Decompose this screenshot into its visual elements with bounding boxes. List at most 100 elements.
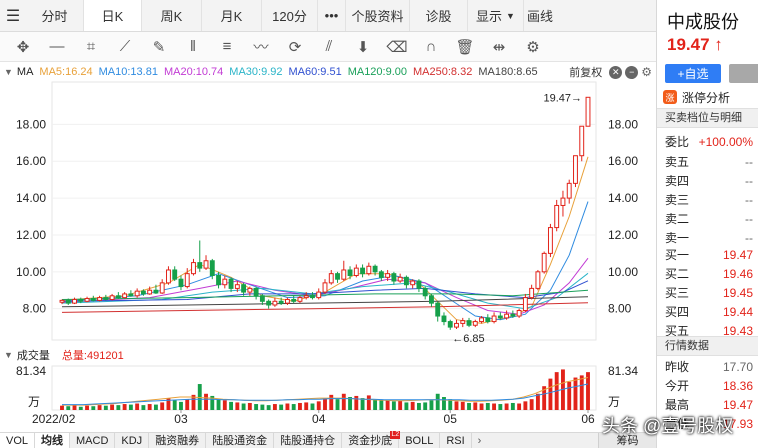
gear-icon[interactable]: ⚙ [641, 65, 652, 79]
tab-vol[interactable]: VOL [0, 432, 36, 448]
trash-icon[interactable]: 🗑 [455, 38, 475, 56]
volume-bar [354, 395, 359, 410]
volume-bar [122, 404, 127, 410]
y-tick-label: 18.00 [608, 117, 638, 131]
candle-body [322, 282, 328, 293]
channel-icon[interactable]: ≡ [222, 38, 232, 55]
fib-icon[interactable]: ⫽ [325, 38, 333, 55]
quote-row: 今开 18.36 [657, 377, 758, 395]
row-value: 19.46 [722, 267, 753, 281]
candle-body [216, 275, 221, 286]
y-tick-label: 12.00 [608, 228, 638, 242]
quote-row: 昨收 17.70 [657, 358, 758, 376]
chip-distribution-button[interactable]: 筹码 [598, 433, 656, 448]
tab-northbound-holding[interactable]: 陆股通持仓 [274, 432, 343, 448]
ask-row: 卖一 -- [657, 229, 758, 247]
ma-line-ma10 [61, 201, 589, 321]
more-tabs-button[interactable]: ••• [318, 0, 346, 31]
row-value: -- [745, 174, 753, 188]
tab-boll[interactable]: BOLL [399, 432, 441, 448]
tab-rsi[interactable]: RSI [440, 432, 472, 448]
tab-daily-k[interactable]: 日K [84, 0, 142, 31]
ma-legend-item: MA10:13.81 [98, 66, 158, 78]
tab-label: ••• [324, 8, 339, 23]
tab-macd[interactable]: MACD [70, 432, 116, 448]
settings-icon[interactable]: ⚙ [526, 38, 540, 56]
volume-bar [586, 372, 590, 410]
collapse-toggle-icon[interactable]: ▼ [4, 67, 13, 77]
price-adjust-label[interactable]: 前复权 [569, 67, 603, 79]
volume-bar [398, 400, 403, 410]
tab-northbound-flow[interactable]: 陆股通资金 [206, 432, 275, 448]
line-icon[interactable]: — [49, 38, 65, 55]
ask-row: 卖二 -- [657, 210, 758, 228]
candle-body [353, 267, 359, 276]
candle-body [554, 204, 560, 229]
candle-body [247, 287, 253, 293]
row-value: 19.47 [722, 398, 753, 412]
rectangle-icon[interactable]: ⌗ [86, 38, 96, 55]
volume-bar [485, 402, 490, 410]
volume-bar [191, 394, 196, 410]
collapse-toggle-icon[interactable]: ▼ [4, 350, 13, 360]
ma-controls: 前复权 ✕ − ⚙ [569, 64, 652, 80]
volume-bar [573, 377, 578, 410]
candle-body [560, 197, 566, 206]
parallel-lines-icon[interactable]: ‖ [189, 38, 197, 55]
tab-120min[interactable]: 120分 [262, 0, 318, 31]
sync-icon[interactable]: ⇹ [492, 38, 506, 56]
eraser-icon[interactable]: ⌫ [386, 38, 408, 56]
volume-bar [360, 398, 365, 410]
y-tick-label: 18.00 [16, 117, 46, 131]
ma-legend: ▼ MA MA5:16.24 MA10:13.81 MA20:10.74 MA3… [0, 62, 656, 82]
minus-icon[interactable]: − [625, 65, 639, 79]
row-label: 委比 [665, 135, 690, 149]
volume-bars [51, 365, 597, 411]
row-label: 买四 [665, 305, 690, 319]
volume-bar [172, 400, 177, 410]
tab-weekly-k[interactable]: 周K [142, 0, 202, 31]
candle-body [84, 298, 90, 302]
tab-ma[interactable]: 均线 [35, 432, 71, 448]
secondary-button[interactable] [729, 64, 758, 83]
candle-body [184, 273, 190, 288]
x-tick-label: 2022/02 [32, 412, 76, 426]
add-watchlist-button[interactable]: +自选 [665, 64, 721, 83]
fan-icon[interactable]: ⟋ [119, 38, 131, 55]
tab-company-profile[interactable]: 个股资料 [346, 0, 410, 31]
bid-row: 买三 19.45 [657, 284, 758, 302]
candle-body [253, 287, 259, 297]
kline-chart[interactable]: 18.00 16.00 14.00 12.00 10.00 8.00 18.00 16.00… [0, 0, 656, 432]
candle-body [209, 260, 215, 276]
row-value: 17.70 [722, 360, 753, 374]
tab-fenshi[interactable]: 分时 [26, 0, 84, 31]
tab-kdj[interactable]: KDJ [115, 432, 150, 448]
chevron-right-icon[interactable]: › [477, 434, 482, 447]
magnet-icon[interactable]: ∩ [425, 38, 437, 55]
volume-bar [473, 402, 478, 410]
limit-up-analysis-link[interactable]: 涨涨停分析 [663, 88, 758, 106]
volume-bar [78, 406, 83, 410]
arrow-down-icon[interactable]: ⬇ [356, 38, 370, 56]
cycle-icon[interactable]: ⟳ [288, 38, 302, 56]
candle-body [510, 313, 516, 317]
volume-bar [435, 393, 440, 410]
candle-body [403, 276, 409, 286]
stock-name: 中成股份 [667, 12, 739, 32]
ask-row: 卖三 -- [657, 191, 758, 209]
display-dropdown[interactable]: 显示 ▼ [468, 0, 524, 31]
candle-body [197, 262, 203, 269]
row-value: +100.00% [698, 135, 753, 149]
wave-icon[interactable]: 〰 [253, 39, 269, 56]
menu-icon[interactable]: ☰ [5, 7, 21, 25]
volume-bar [329, 394, 334, 410]
close-icon[interactable]: ✕ [609, 65, 623, 79]
tab-bottom-fishing[interactable]: 资金抄底 L2 [342, 430, 401, 448]
candle-body [310, 295, 315, 299]
tab-draw-line[interactable]: 画线 [524, 0, 556, 31]
tab-monthly-k[interactable]: 月K [202, 0, 262, 31]
tab-margin[interactable]: 融资融券 [149, 432, 207, 448]
tab-stock-diagnosis[interactable]: 诊股 [410, 0, 468, 31]
draw-pencil-icon[interactable]: ✎ [152, 38, 166, 56]
crosshair-icon[interactable]: ✥ [16, 38, 30, 56]
